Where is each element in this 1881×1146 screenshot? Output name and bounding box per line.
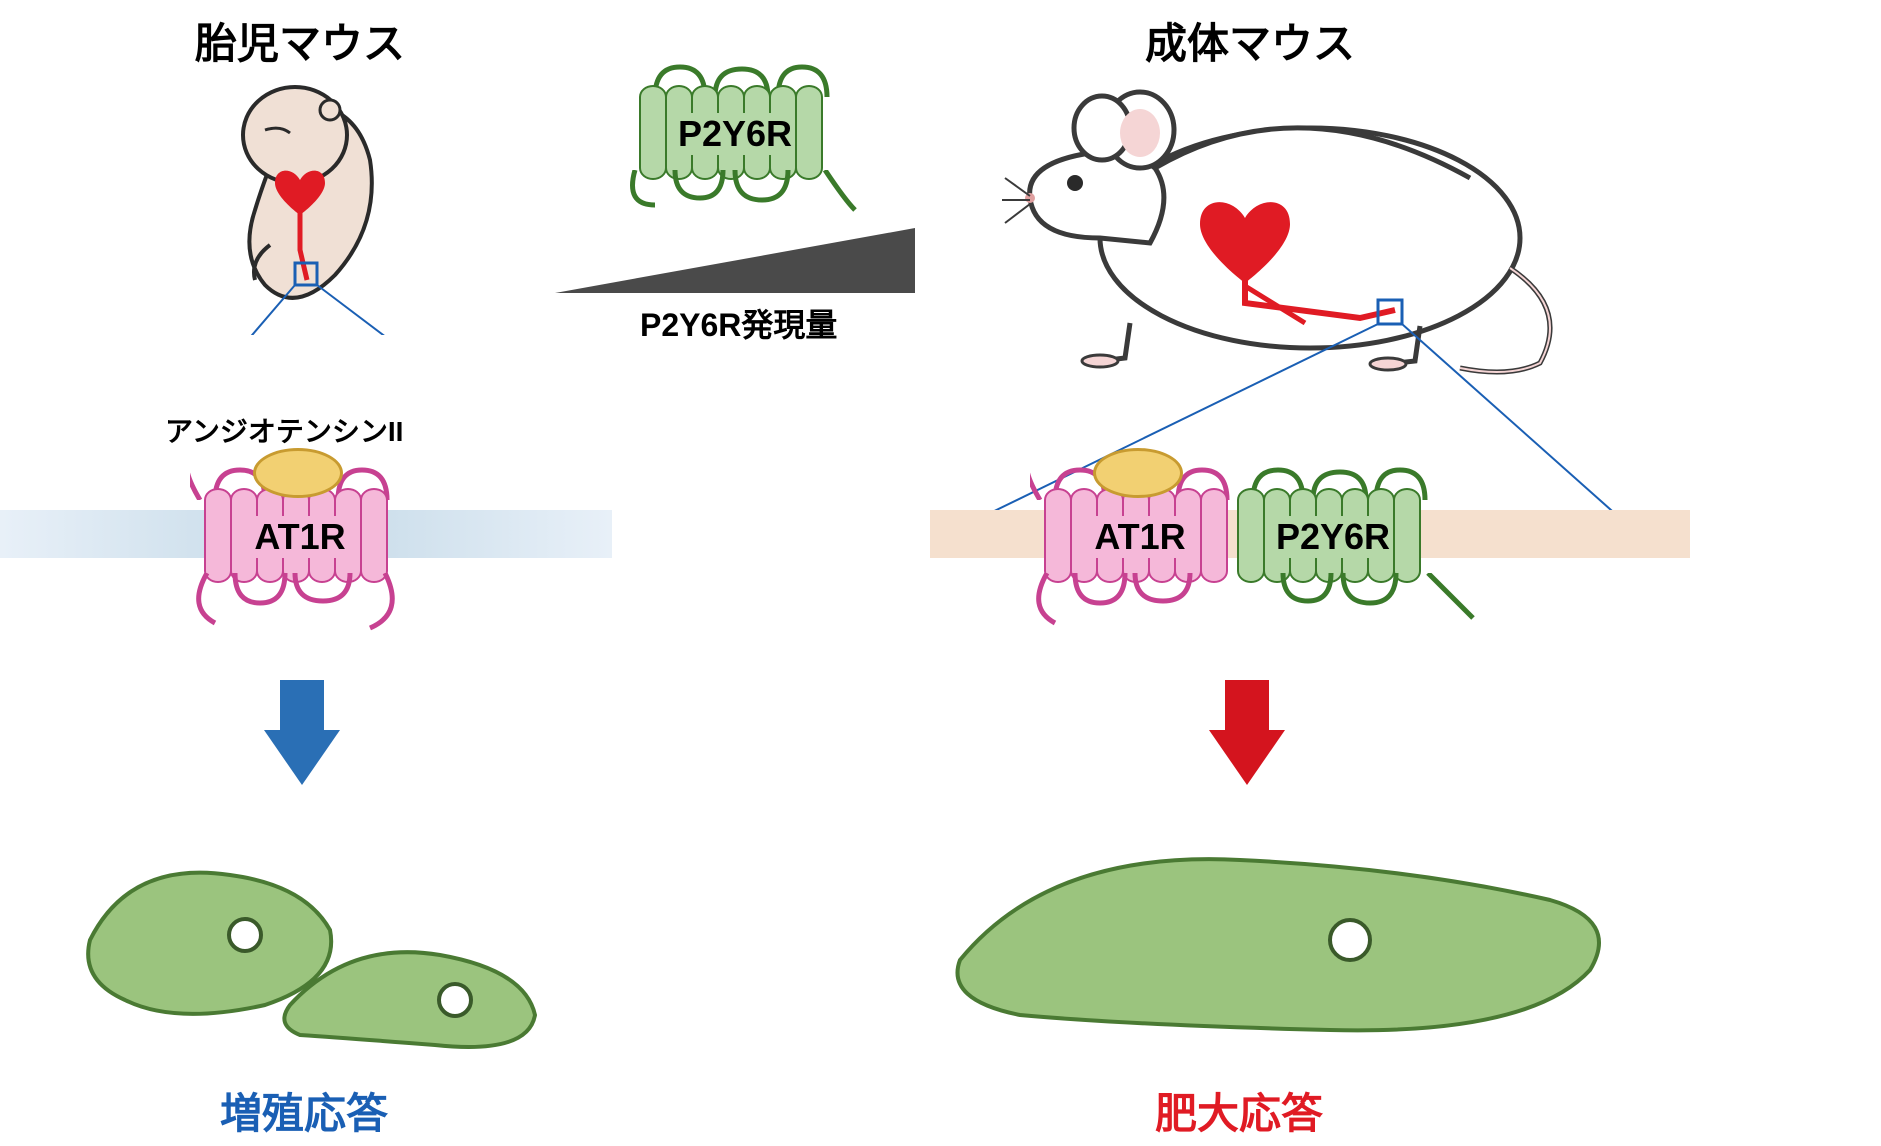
at1r-left-group: AT1R xyxy=(205,488,387,583)
helix-green xyxy=(639,85,667,180)
at1r-loops-bot xyxy=(195,573,435,633)
helix-green xyxy=(1237,488,1265,583)
ligand-left-icon xyxy=(253,448,343,498)
helix-pink xyxy=(1044,488,1072,583)
helix-green xyxy=(795,85,823,180)
response-hypertrophy: 肥大応答 xyxy=(1155,1080,1323,1141)
expression-label: P2Y6R発現量 xyxy=(640,300,837,346)
p2y6r-right-group: P2Y6R xyxy=(1238,488,1420,583)
p2y6r-label-right: P2Y6R xyxy=(1273,516,1393,558)
arrow-red-stem xyxy=(1225,680,1269,730)
title-adult: 成体マウス xyxy=(1145,10,1355,71)
p2y6r-loops-bot xyxy=(620,170,860,215)
expression-wedge-icon xyxy=(555,228,915,293)
hypertrophy-cell-icon xyxy=(930,820,1630,1060)
helix-pink xyxy=(1200,488,1228,583)
arrow-blue-stem xyxy=(280,680,324,730)
title-fetal: 胎児マウス xyxy=(195,10,405,71)
helix-pink xyxy=(204,488,232,583)
response-proliferation: 増殖応答 xyxy=(220,1080,388,1141)
fetal-embryo-icon xyxy=(195,75,415,335)
at1r-right-group: AT1R xyxy=(1045,488,1227,583)
helix-green xyxy=(1393,488,1421,583)
proliferation-cells-icon xyxy=(70,820,550,1060)
zoom-lines-adult xyxy=(1000,68,1560,388)
at1r-label-right: AT1R xyxy=(1085,516,1195,558)
at1r-label-left: AT1R xyxy=(245,516,355,558)
p2y6r-label: P2Y6R xyxy=(675,113,795,155)
arrow-red-icon xyxy=(1209,730,1285,785)
helix-pink xyxy=(360,488,388,583)
p2y6r-standalone-group: P2Y6R xyxy=(640,85,822,180)
ligand-right-icon xyxy=(1093,448,1183,498)
angiotensin-label: アンジオテンシンII xyxy=(165,410,403,450)
p2y6r-loops-bot-r xyxy=(1228,573,1478,628)
arrow-blue-icon xyxy=(264,730,340,785)
